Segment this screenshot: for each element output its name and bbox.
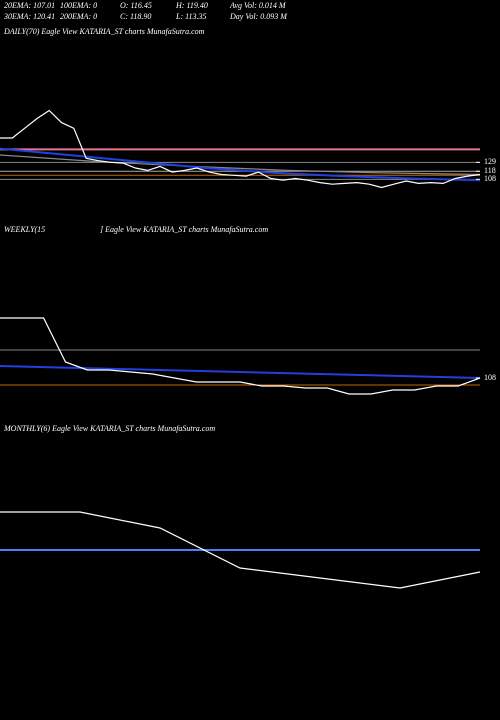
y-tick-label: 129: [484, 157, 496, 166]
y-tick-label: 118: [484, 166, 496, 175]
panel-title: MONTHLY(6) Eagle View KATARIA_ST charts …: [3, 424, 215, 433]
stat: Avg Vol: 0.014 M: [229, 1, 287, 10]
stat: C: 118.90: [120, 12, 151, 21]
price-line: [0, 109, 481, 189]
panel-subtitle: ] Eagle View KATARIA_ST charts MunafaSut…: [99, 225, 268, 234]
price-line: [0, 317, 481, 395]
stat: O: 116.45: [120, 1, 152, 10]
y-tick-label: 108: [484, 373, 496, 382]
stat: L: 113.35: [175, 12, 207, 21]
stat: 100EMA: 0: [60, 1, 97, 10]
price-line: [0, 365, 481, 379]
price-line: [0, 511, 481, 589]
stat: Day Vol: 0.093 M: [229, 12, 288, 21]
stat: H: 119.40: [175, 1, 208, 10]
panel-title: DAILY(70) Eagle View KATARIA_ST charts M…: [3, 27, 205, 36]
price-line: [0, 147, 481, 182]
stat: 30EMA: 120.41: [3, 12, 55, 21]
y-tick-label: 108: [484, 174, 496, 183]
price-line: [0, 154, 481, 176]
stat: 200EMA: 0: [60, 12, 97, 21]
panel-title: WEEKLY(15: [4, 225, 45, 234]
stat: 20EMA: 107.01: [4, 1, 55, 10]
